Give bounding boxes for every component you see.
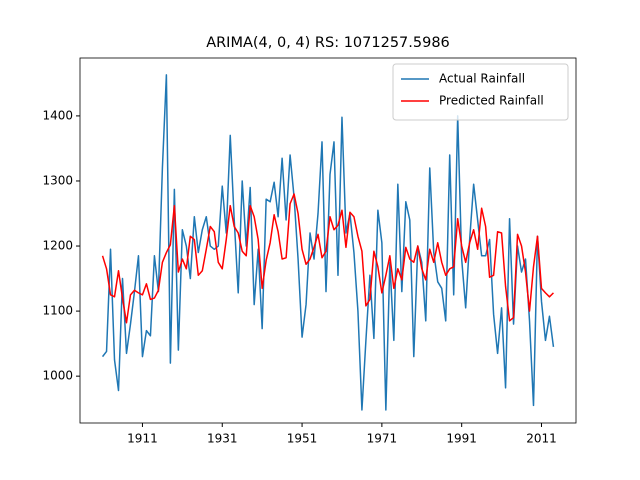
y-tick-label: 1100 (42, 304, 73, 318)
x-tick-label: 1991 (446, 432, 477, 446)
y-tick-label: 1300 (42, 173, 73, 187)
y-tick-label: 1400 (42, 108, 73, 122)
x-tick-label: 2011 (526, 432, 557, 446)
legend-label: Predicted Rainfall (439, 94, 544, 108)
y-tick-label: 1200 (42, 239, 73, 253)
legend-label: Actual Rainfall (439, 72, 525, 86)
axes-frame (79, 57, 577, 424)
x-tick-label: 1931 (207, 432, 238, 446)
x-tick-label: 1911 (127, 432, 158, 446)
x-tick-label: 1951 (287, 432, 318, 446)
legend-box (392, 63, 569, 121)
data-line (101, 193, 554, 324)
y-tick-label: 1000 (42, 369, 73, 383)
x-tick-label: 1971 (367, 432, 398, 446)
chart-title: ARIMA(4, 0, 4) RS: 1071257.5986 (206, 35, 450, 51)
